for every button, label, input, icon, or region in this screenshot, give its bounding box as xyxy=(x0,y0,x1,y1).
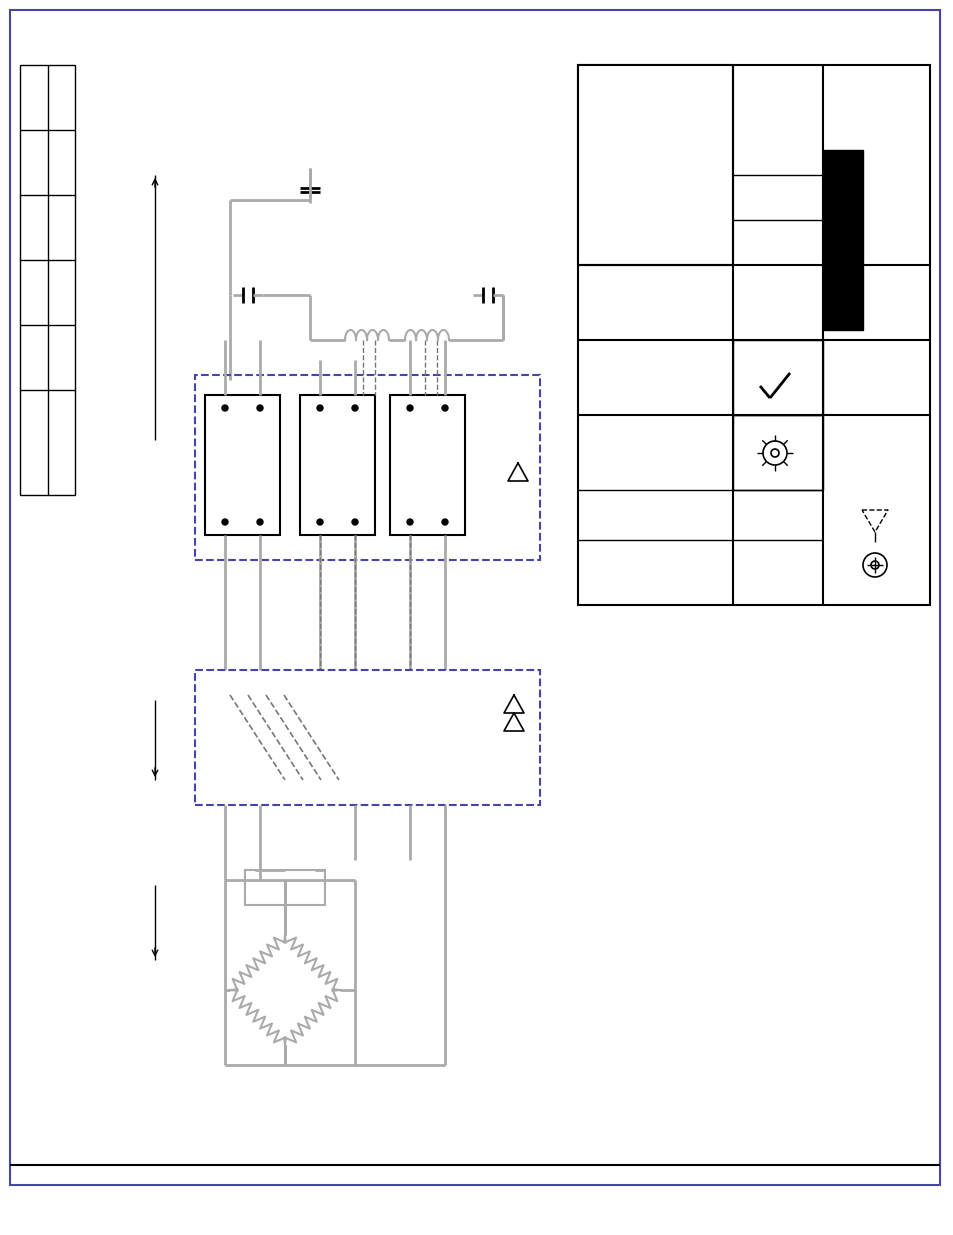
Circle shape xyxy=(352,405,357,411)
Circle shape xyxy=(222,405,228,411)
Bar xyxy=(732,340,822,415)
Bar xyxy=(245,869,325,905)
Bar xyxy=(822,149,862,330)
Bar xyxy=(578,65,732,266)
Circle shape xyxy=(441,519,448,525)
Circle shape xyxy=(256,519,263,525)
Bar xyxy=(299,395,375,535)
Circle shape xyxy=(222,519,228,525)
Circle shape xyxy=(441,405,448,411)
Bar xyxy=(20,65,75,495)
Bar xyxy=(578,65,929,605)
Circle shape xyxy=(407,405,413,411)
Bar xyxy=(732,415,822,490)
Circle shape xyxy=(352,519,357,525)
Circle shape xyxy=(407,519,413,525)
Bar xyxy=(194,375,539,559)
Circle shape xyxy=(256,405,263,411)
Bar xyxy=(194,671,539,805)
Bar xyxy=(390,395,464,535)
Circle shape xyxy=(316,405,323,411)
Bar xyxy=(205,395,280,535)
Circle shape xyxy=(316,519,323,525)
